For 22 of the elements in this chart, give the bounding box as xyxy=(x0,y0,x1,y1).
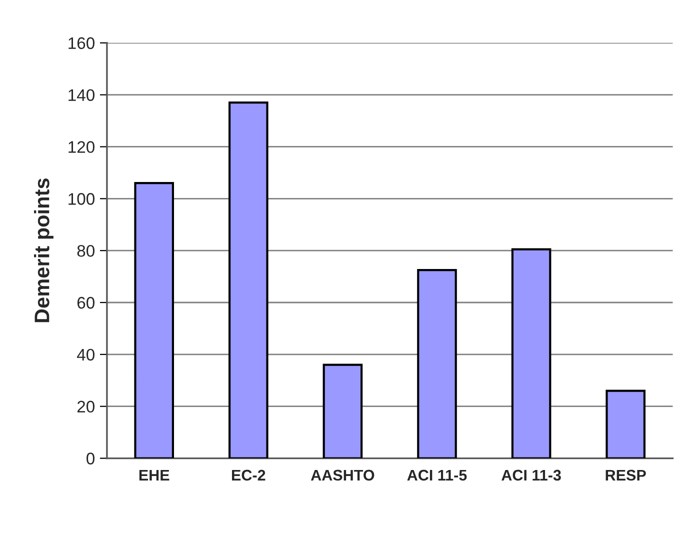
y-tick-label: 140 xyxy=(68,89,94,102)
y-tick-label: 80 xyxy=(77,244,94,257)
y-tick-label: 160 xyxy=(68,37,94,50)
y-tick-label: 100 xyxy=(68,193,94,205)
y-axis-title: Demerit points xyxy=(34,178,54,322)
x-tick-label: EHE xyxy=(139,470,170,480)
x-tick-label: RESP xyxy=(606,470,646,481)
y-tick-label: 20 xyxy=(77,400,94,413)
bar xyxy=(322,364,363,458)
bar xyxy=(417,269,457,458)
bar xyxy=(134,182,174,458)
y-tick-label: 60 xyxy=(77,296,94,309)
bar xyxy=(606,390,646,458)
x-tick-label: EC-2 xyxy=(232,470,266,481)
y-tick-label: 120 xyxy=(68,141,94,153)
y-tick-label: 0 xyxy=(86,452,94,464)
x-tick-label: ACI 11-5 xyxy=(407,470,467,481)
x-tick-label: AASHTO xyxy=(310,470,374,481)
y-tick-label: 40 xyxy=(76,348,94,361)
bar xyxy=(511,248,552,458)
x-tick-label: ACI 11-3 xyxy=(502,470,561,481)
bar xyxy=(228,102,268,458)
